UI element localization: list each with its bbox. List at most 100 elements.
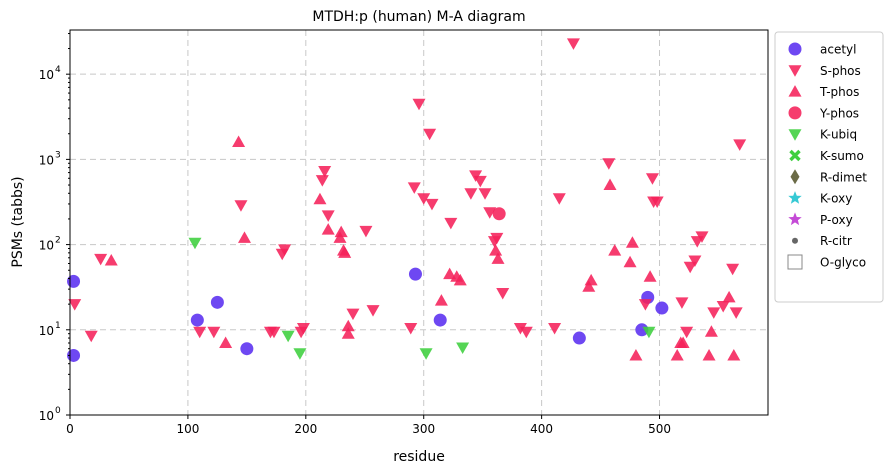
t-phos-point <box>334 225 348 238</box>
s-phos-point <box>733 139 747 151</box>
s-phos-point <box>478 188 492 200</box>
y-tick-label: 10 <box>39 409 54 423</box>
t-phos-point <box>341 319 355 332</box>
t-phos-point <box>313 192 327 205</box>
p-oxy-legend-marker <box>788 212 802 226</box>
y-tick-label: 10 <box>39 324 54 338</box>
y-axis-label: PSMs (tabbs) <box>10 176 26 267</box>
s-phos-point <box>688 255 702 268</box>
t-phos-point <box>104 254 118 266</box>
t-phos-legend-marker <box>788 85 802 97</box>
acetyl-legend-marker <box>788 42 802 56</box>
s-phos-point <box>234 200 248 212</box>
s-phos-point <box>729 307 743 319</box>
s-phos-point <box>404 322 418 335</box>
s-phos-point <box>566 38 580 50</box>
s-phos-point <box>423 128 437 141</box>
s-phos-point <box>84 330 98 343</box>
y-tick-label: 10 <box>39 68 54 82</box>
t-phos-point <box>453 273 467 286</box>
acetyl-point <box>408 267 422 281</box>
t-phos-point <box>603 178 617 191</box>
y-tick-exponent: 1 <box>55 321 61 331</box>
x-axis-label: residue <box>393 449 445 465</box>
legend-label: T-phos <box>819 85 859 99</box>
s-phos-point <box>94 253 108 266</box>
legend-label: K-ubiq <box>820 128 857 142</box>
grid-lines <box>70 30 768 415</box>
k-sumo-legend-marker <box>789 149 801 162</box>
t-phos-point <box>321 223 335 235</box>
t-phos-point <box>489 244 503 256</box>
s-phos-point <box>267 326 281 339</box>
k-ubiq-point <box>642 326 656 339</box>
s-phos-point <box>513 322 527 335</box>
s-phos-point <box>473 175 487 188</box>
t-phos-point <box>704 325 718 337</box>
acetyl-point <box>210 295 224 309</box>
s-phos-point <box>346 308 360 321</box>
s-phos-point <box>726 263 740 276</box>
o-glyco-legend-marker <box>787 254 803 270</box>
legend-label: acetyl <box>820 43 856 57</box>
acetyl-point <box>240 342 254 356</box>
s-phos-point <box>321 210 335 222</box>
s-phos-point <box>650 196 664 209</box>
t-phos-point <box>608 244 622 256</box>
t-phos-point <box>341 327 355 339</box>
y-tick-exponent: 4 <box>55 65 61 75</box>
s-phos-point <box>675 297 689 309</box>
x-tick-label: 300 <box>412 422 435 436</box>
legend-label: S-phos <box>820 64 861 78</box>
legend-label: K-oxy <box>820 192 852 206</box>
s-phos-point <box>207 326 221 339</box>
s-phos-point <box>483 207 497 219</box>
acetyl-point <box>655 301 669 315</box>
acetyl-point <box>190 313 204 327</box>
y-phos-legend-marker <box>788 106 802 120</box>
s-phos-point <box>645 173 659 185</box>
s-phos-point <box>296 322 310 335</box>
t-phos-point <box>443 267 457 280</box>
s-phos-point <box>683 261 697 274</box>
t-phos-point <box>584 273 598 286</box>
s-phos-point <box>315 175 329 187</box>
legend-label: R-dimet <box>820 170 867 184</box>
s-phos-point <box>464 188 478 200</box>
s-phos-point <box>412 98 426 111</box>
x-tick-label: 400 <box>530 422 553 436</box>
k-ubiq-point <box>281 330 295 343</box>
legend-label: O-glyco <box>820 256 866 270</box>
s-phos-point <box>638 299 652 311</box>
s-phos-point <box>417 193 431 205</box>
acetyl-point <box>67 274 81 288</box>
k-ubiq-point <box>419 348 433 360</box>
s-phos-point <box>716 301 730 313</box>
s-phos-point <box>496 288 510 300</box>
t-phos-point <box>670 348 684 361</box>
t-phos-point <box>629 348 643 361</box>
k-ubiq-point <box>456 342 470 354</box>
plot-frame <box>69 29 769 416</box>
s-phos-point <box>318 166 332 178</box>
s-phos-point <box>278 244 292 256</box>
x-tick-label: 500 <box>648 422 671 436</box>
acetyl-point <box>635 323 649 337</box>
acetyl-point <box>572 331 586 345</box>
s-phos-point <box>407 182 421 194</box>
t-phos-point <box>338 246 352 258</box>
k-ubiq-legend-marker <box>788 129 802 141</box>
y-tick-exponent: 3 <box>55 150 61 160</box>
t-phos-point <box>491 252 505 264</box>
s-phos-point <box>359 225 373 238</box>
s-phos-legend-marker <box>788 65 802 77</box>
y-tick-label: 10 <box>39 153 54 167</box>
s-phos-point <box>602 158 616 170</box>
y-tick-exponent: 2 <box>55 236 61 246</box>
s-phos-point <box>366 305 380 317</box>
t-phos-point <box>238 231 251 243</box>
t-phos-point <box>232 135 246 147</box>
y-tick-label: 10 <box>39 239 54 253</box>
